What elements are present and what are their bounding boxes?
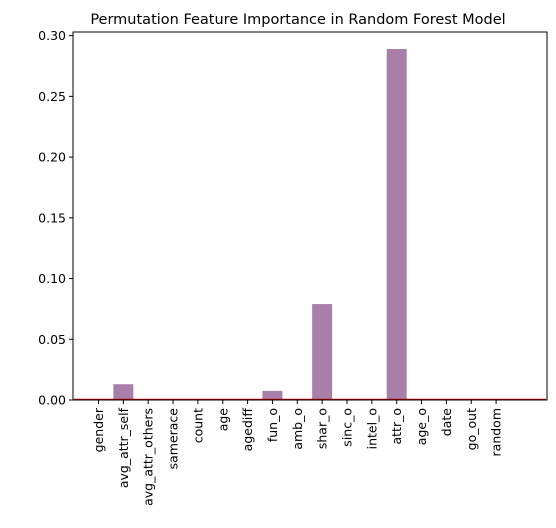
y-tick-label: 0.30	[38, 28, 66, 43]
x-tick-label: attr_o	[389, 408, 404, 445]
x-tick-label: age	[215, 408, 230, 432]
x-tick-label: age_o	[414, 408, 429, 445]
x-tick-label: fun_o	[265, 408, 280, 442]
y-tick-label: 0.25	[38, 89, 66, 104]
y-tick-label: 0.05	[38, 332, 66, 347]
x-tick-label: avg_attr_self	[116, 407, 131, 488]
x-tick-label: samerace	[166, 408, 181, 470]
chart-title: Permutation Feature Importance in Random…	[90, 12, 505, 28]
x-tick-label: go_out	[464, 408, 479, 450]
x-tick-label: intel_o	[364, 408, 379, 449]
bar-fun_o	[262, 390, 283, 400]
bars-group	[113, 49, 407, 401]
bar-shar_o	[312, 304, 333, 400]
x-tick-label: gender	[91, 407, 106, 452]
x-tick-label: random	[489, 408, 504, 456]
x-tick-label: sinc_o	[340, 408, 355, 447]
plot-frame	[72, 31, 548, 401]
x-tick-label: count	[190, 408, 205, 443]
bar-attr_o	[386, 49, 407, 401]
x-axis: gender avg_attr_self avg_attr_others samera…	[91, 400, 504, 506]
bar-avg_attr_self	[113, 384, 134, 400]
y-tick-label: 0.20	[38, 150, 66, 165]
y-tick-label: 0.15	[38, 210, 66, 225]
x-tick-label: avg_attr_others	[141, 408, 156, 506]
x-tick-label: shar_o	[315, 408, 330, 449]
x-tick-label: date	[439, 408, 454, 436]
x-tick-label: amb_o	[290, 408, 305, 450]
y-axis: 0.00 0.05 0.10 0.15 0.20 0.25 0.30	[38, 28, 73, 408]
y-tick-label: 0.10	[38, 271, 66, 286]
x-tick-label: agediff	[240, 408, 255, 452]
y-tick-label: 0.00	[38, 393, 66, 408]
